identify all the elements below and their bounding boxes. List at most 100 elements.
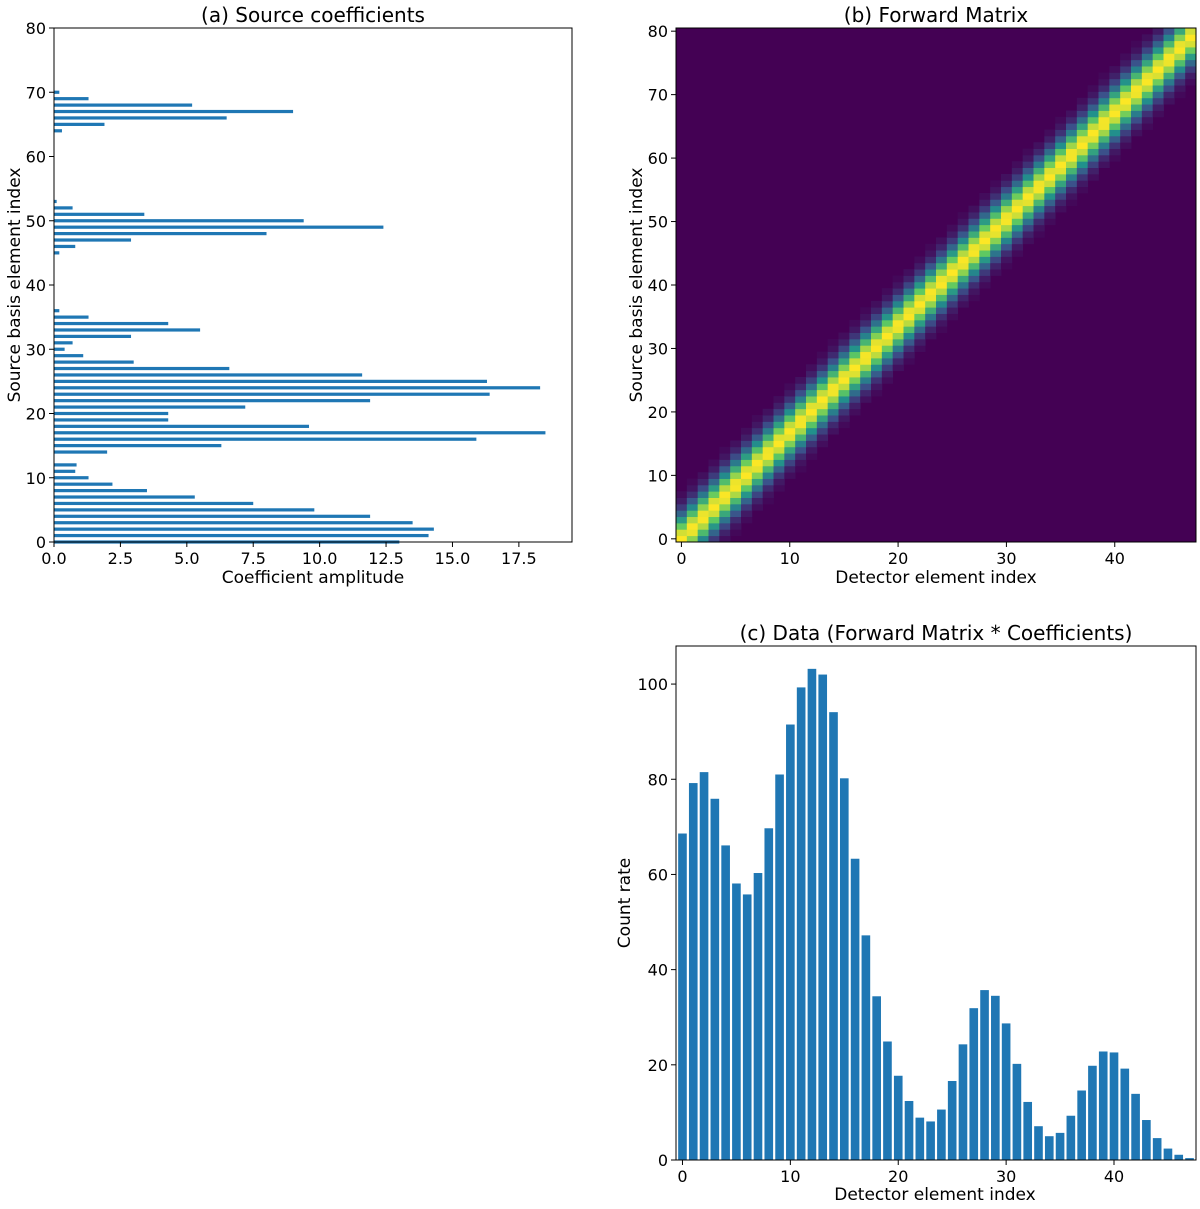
heatmap-cell [1033,173,1045,181]
heatmap-cell [751,484,764,492]
bar-c-14 [829,712,838,1160]
heatmap-cell [914,332,926,340]
bar-a-9 [54,482,113,486]
heatmap-cell [1044,135,1056,143]
heatmap-cell [1109,66,1121,73]
heatmap-cell [1141,34,1154,42]
heatmap-cell [1174,59,1186,67]
heatmap-cell [784,446,796,454]
heatmap-cell [816,427,829,435]
bar-c-30 [1001,1023,1011,1160]
heatmap-cell [1001,212,1013,219]
heatmap-cell [881,307,894,314]
heatmap-cell [1131,53,1143,61]
heatmap-cell [957,212,969,219]
panel-c-x-ticks: 0 10 20 30 40 [677,1160,1124,1186]
b-xtick-label: 40 [1105,549,1125,568]
heatmap-cell [903,313,915,321]
heatmap-cell [1109,97,1121,105]
heatmap-cell [762,478,774,486]
heatmap-cell [1152,66,1164,73]
heatmap-cell [1174,78,1186,86]
heatmap-cell [979,231,991,238]
heatmap-cell [1022,199,1034,207]
heatmap-cell [762,459,774,467]
c-xtick-label: 40 [1104,1167,1124,1186]
heatmap-cell [1033,218,1045,226]
heatmap-cell [1174,85,1186,92]
heatmap-cell [1098,123,1110,130]
heatmap-cell [903,326,915,333]
heatmap-cell [881,351,894,359]
panel-c-y-label: Count rate [615,858,635,948]
heatmap-cell [676,522,688,530]
heatmap-cell [860,326,872,333]
panel-c-y-ticks: 0 20 40 60 80 100 [637,675,676,1170]
heatmap-cell [871,364,883,372]
heatmap-cell [968,212,980,219]
heatmap-cell [1044,180,1056,188]
heatmap-cell [1076,154,1089,162]
heatmap-cell [957,281,969,289]
heatmap-cell [1022,173,1034,181]
heatmap-cell [860,357,872,365]
b-ytick-label: 20 [648,403,668,422]
heatmap-cell [914,326,926,333]
heatmap-cell [1055,186,1067,194]
panel-data: (c) Data (Forward Matrix * Coefficients)… [615,621,1197,1205]
bar-c-12 [807,668,817,1160]
heatmap-cell [686,535,699,543]
heatmap-cell [1098,116,1110,124]
heatmap-cell [751,503,764,511]
heatmap-cell [1044,186,1056,194]
heatmap-cell [925,332,937,340]
heatmap-cell [1098,104,1110,111]
heatmap-cell [968,256,980,264]
heatmap-cell [1131,104,1143,111]
heatmap-cell [903,307,915,314]
heatmap-cell [719,465,731,473]
heatmap-cell [676,503,688,511]
bar-c-34 [1044,1136,1054,1160]
heatmap-cell [990,243,1002,251]
heatmap-cell [1087,110,1099,118]
heatmap-cell [925,300,937,308]
heatmap-cell [1152,47,1164,54]
heatmap-cell [925,326,937,333]
heatmap-cell [741,497,753,505]
bar-a-48 [54,231,267,236]
heatmap-cell [849,402,861,410]
heatmap-cell [730,465,742,473]
heatmap-cell [936,294,948,302]
heatmap-cell [925,256,937,264]
heatmap-cell [751,472,764,479]
heatmap-cell [741,453,753,460]
bar-a-53 [54,199,57,204]
heatmap-cell [827,357,839,365]
heatmap-cell [838,377,850,384]
heatmap-cell [914,313,926,321]
heatmap-cell [730,440,742,448]
heatmap-cell [784,389,796,397]
heatmap-cell [946,269,959,276]
heatmap-cell [1055,135,1067,143]
panel-c-title: (c) Data (Forward Matrix * Coefficients) [740,621,1133,645]
heatmap-cell [881,338,894,346]
bar-a-70 [54,90,60,94]
heatmap-cell [936,256,948,264]
heatmap-cell [892,319,904,327]
heatmap-cell [1076,129,1089,137]
heatmap-cell [827,377,839,384]
heatmap-cell [1141,66,1154,73]
heatmap-cell [719,516,731,524]
heatmap-cell [1185,78,1197,86]
heatmap-cell [990,250,1002,257]
heatmap-cell [979,243,991,251]
c-xtick-label: 0 [677,1167,687,1186]
heatmap-cell [925,269,937,276]
heatmap-cell [1185,59,1197,67]
heatmap-cell [838,332,850,340]
heatmap-cell [708,535,720,543]
heatmap-cell [686,497,699,505]
heatmap-cell [1109,135,1121,143]
